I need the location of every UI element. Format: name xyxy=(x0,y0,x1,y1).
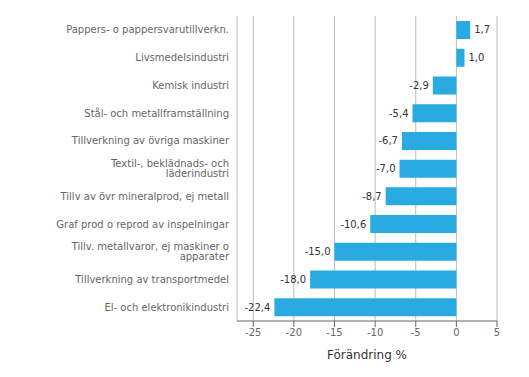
svg-text:Pappers- o pappersvarutillverk: Pappers- o pappersvarutillverkn. xyxy=(66,24,229,35)
svg-text:-22,4: -22,4 xyxy=(245,302,271,313)
svg-text:-8,7: -8,7 xyxy=(362,191,382,202)
svg-text:Tillv av övr mineralprod, ej m: Tillv av övr mineralprod, ej metall xyxy=(60,191,229,202)
svg-text:El- och elektronikindustri: El- och elektronikindustri xyxy=(104,302,229,313)
svg-text:5: 5 xyxy=(494,327,500,338)
svg-text:-10: -10 xyxy=(367,327,383,338)
svg-text:Livsmedelsindustri: Livsmedelsindustri xyxy=(135,52,229,63)
svg-text:-20: -20 xyxy=(286,327,302,338)
svg-text:Tillv. metallvaror, ej maskine: Tillv. metallvaror, ej maskiner oapparat… xyxy=(71,241,230,262)
svg-text:-15,0: -15,0 xyxy=(305,246,331,257)
svg-text:Förändring %: Förändring % xyxy=(327,348,407,362)
svg-text:-2,9: -2,9 xyxy=(409,80,429,91)
svg-text:-25: -25 xyxy=(245,327,261,338)
svg-text:Textil-, beklädnads- ochläderi: Textil-, beklädnads- ochläderindustri xyxy=(110,158,229,179)
svg-text:Graf prod o reprod av inspelni: Graf prod o reprod av inspelningar xyxy=(56,219,230,230)
svg-text:-10,6: -10,6 xyxy=(340,219,366,230)
svg-text:Kemisk industri: Kemisk industri xyxy=(152,80,229,91)
svg-text:-18,0: -18,0 xyxy=(280,274,306,285)
svg-text:-15: -15 xyxy=(326,327,342,338)
svg-text:-5,4: -5,4 xyxy=(389,108,409,119)
svg-text:1,0: 1,0 xyxy=(469,52,485,63)
svg-text:Tillverkning av övriga maskine: Tillverkning av övriga maskiner xyxy=(71,135,230,146)
svg-text:-6,7: -6,7 xyxy=(378,135,398,146)
svg-text:-7,0: -7,0 xyxy=(376,163,396,174)
svg-text:0: 0 xyxy=(453,327,459,338)
svg-text:Stål- och metallframställning: Stål- och metallframställning xyxy=(84,107,229,119)
svg-text:Tillverkning av transportmedel: Tillverkning av transportmedel xyxy=(74,274,229,285)
svg-text:-5: -5 xyxy=(411,327,421,338)
svg-text:1,7: 1,7 xyxy=(474,24,490,35)
